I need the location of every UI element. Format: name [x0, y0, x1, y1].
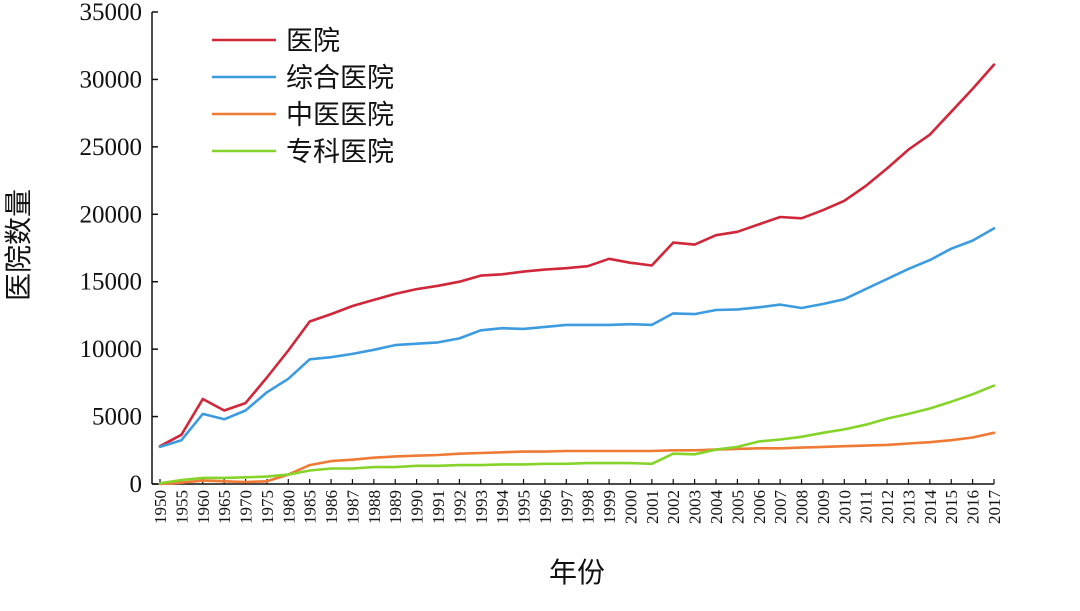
x-tick-label: 1965	[215, 490, 234, 524]
x-axis-ticks: 1950 1955 1960 1965 1970 1975 1980 1985 1986 1987…	[151, 479, 1004, 524]
x-tick-label: 2008	[793, 490, 812, 524]
x-tick-label: 2015	[942, 490, 961, 524]
series-line-1	[158, 63, 996, 448]
x-tick-label: 1997	[557, 490, 576, 525]
y-tick-label: 15000	[80, 269, 143, 296]
x-tick-label: 1992	[450, 490, 469, 524]
y-tick-label: 30000	[80, 66, 143, 93]
x-tick-label: 1985	[301, 490, 320, 524]
y-axis-ticks: 0 5000 10000 15000 20000 25000 30000 35000	[80, 0, 158, 498]
y-tick-label: 25000	[80, 134, 143, 161]
x-tick-label: 2010	[835, 490, 854, 524]
x-tick-label: 2003	[686, 490, 705, 524]
x-tick-label: 1960	[194, 490, 213, 524]
x-tick-label: 1980	[279, 490, 298, 524]
x-tick-label: 1955	[172, 490, 191, 524]
series-line-3	[158, 431, 996, 486]
legend-label-1: 医院	[286, 26, 340, 56]
x-tick-label: 2000	[621, 490, 640, 524]
series-line-4	[158, 384, 996, 485]
x-tick-label: 2006	[750, 490, 769, 524]
x-tick-label: 1999	[600, 490, 619, 524]
x-tick-label: 1990	[408, 490, 427, 524]
x-tick-label: 2007	[771, 490, 790, 525]
x-tick-label: 2001	[643, 490, 662, 524]
x-tick-label: 2002	[664, 490, 683, 524]
legend-label-4: 专科医院	[286, 137, 394, 167]
y-tick-label: 5000	[92, 404, 142, 431]
series-layer	[158, 63, 996, 486]
x-tick-label: 1987	[343, 490, 362, 525]
legend-label-2: 综合医院	[286, 63, 394, 93]
series-line-2	[158, 227, 996, 449]
x-tick-label: 1991	[429, 490, 448, 524]
x-tick-label: 1988	[365, 490, 384, 524]
legend-label-3: 中医医院	[286, 100, 394, 130]
x-axis-title: 年份	[549, 557, 605, 589]
x-tick-label: 2013	[899, 490, 918, 524]
x-tick-label: 1994	[493, 490, 512, 525]
y-tick-label: 35000	[80, 0, 143, 26]
x-tick-label: 2012	[878, 490, 897, 524]
x-tick-label: 1995	[515, 490, 534, 524]
x-tick-label: 1950	[151, 490, 170, 524]
x-tick-label: 2016	[964, 490, 983, 524]
y-tick-label: 20000	[80, 201, 143, 228]
x-tick-label: 1986	[322, 490, 341, 524]
x-tick-label: 2011	[857, 490, 876, 523]
axes	[151, 12, 994, 485]
y-tick-label: 0	[130, 471, 143, 498]
x-tick-label: 2017	[985, 490, 1004, 525]
x-tick-label: 1996	[536, 490, 555, 524]
x-tick-label: 2009	[814, 490, 833, 524]
x-tick-label: 1975	[258, 490, 277, 524]
x-tick-label: 2004	[707, 490, 726, 525]
y-tick-label: 10000	[80, 336, 143, 363]
x-tick-label: 1989	[386, 490, 405, 524]
x-tick-label: 2005	[728, 490, 747, 524]
x-tick-label: 2014	[921, 490, 940, 525]
x-tick-label: 1998	[579, 490, 598, 524]
y-axis-title: 医院数量	[3, 189, 35, 301]
x-tick-label: 1993	[472, 490, 491, 524]
x-tick-label: 1970	[237, 490, 256, 524]
